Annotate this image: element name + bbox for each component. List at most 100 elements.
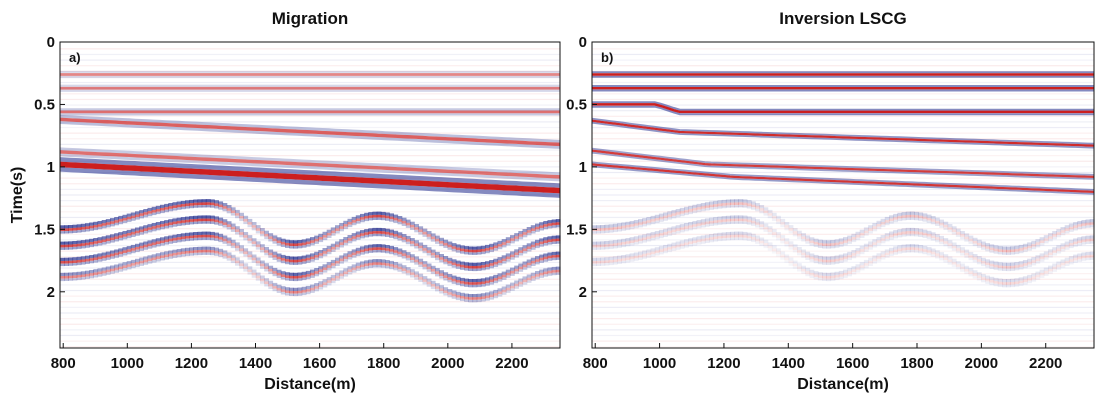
event-trough	[843, 253, 848, 257]
noise-stripe	[592, 104, 1094, 106]
event-trough	[522, 276, 528, 280]
event-peak	[985, 246, 990, 249]
event-peak	[650, 219, 656, 222]
event-trough	[239, 266, 244, 269]
event-trough	[451, 290, 457, 294]
event-trough	[180, 223, 186, 226]
event-peak	[405, 270, 411, 273]
event-trough	[809, 237, 815, 241]
event-trough	[780, 224, 786, 228]
event-trough	[918, 234, 924, 237]
event-trough	[926, 230, 932, 234]
event-peak	[730, 235, 735, 238]
event-trough	[771, 245, 777, 249]
event-trough	[476, 262, 482, 266]
event-trough	[621, 238, 627, 242]
event-trough	[176, 223, 182, 226]
event-trough	[385, 218, 390, 221]
event-trough	[826, 246, 832, 249]
event-trough	[139, 263, 144, 266]
event-trough	[696, 236, 702, 240]
noise-stripe	[60, 199, 560, 202]
event-peak	[543, 271, 549, 275]
event-trough	[160, 204, 165, 208]
event-trough	[385, 245, 390, 249]
event-trough	[293, 246, 299, 249]
event-trough	[326, 229, 332, 233]
event-trough	[405, 267, 411, 271]
event-trough	[401, 256, 407, 259]
event-trough	[822, 256, 827, 260]
event-trough	[180, 206, 186, 210]
event-trough	[268, 271, 274, 274]
event-trough	[688, 222, 693, 226]
event-trough	[851, 250, 857, 254]
event-trough	[638, 241, 643, 244]
event-trough	[612, 256, 618, 260]
event-trough	[322, 279, 328, 283]
event-peak	[667, 230, 673, 234]
event-trough	[981, 274, 986, 278]
event-trough	[143, 214, 149, 218]
event-trough	[981, 263, 986, 267]
event-peak	[650, 235, 656, 238]
event-trough	[343, 268, 349, 272]
event-trough	[905, 211, 911, 215]
event-trough	[435, 268, 440, 272]
event-trough	[1081, 226, 1087, 229]
event-trough	[397, 254, 403, 257]
event-peak	[97, 224, 103, 227]
event-peak	[435, 238, 440, 242]
event-peak	[539, 272, 544, 276]
event-trough	[272, 288, 278, 292]
event-trough	[147, 230, 153, 233]
event-trough	[80, 262, 86, 265]
event-peak	[285, 275, 290, 278]
event-peak	[414, 227, 419, 230]
event-trough	[439, 259, 444, 263]
event-trough	[797, 269, 802, 272]
event-trough	[147, 240, 153, 244]
event-peak	[476, 249, 482, 253]
event-trough	[347, 266, 353, 270]
event-trough	[663, 234, 668, 237]
event-trough	[418, 242, 424, 246]
event-peak	[522, 232, 528, 235]
event-trough	[110, 218, 115, 222]
event-trough	[260, 260, 265, 264]
event-trough	[276, 237, 282, 241]
event-trough	[93, 269, 99, 273]
event-trough	[629, 243, 635, 246]
event-peak	[922, 249, 928, 252]
event-peak	[960, 250, 965, 253]
event-peak	[85, 273, 90, 277]
event-trough	[397, 248, 403, 252]
event-trough	[255, 272, 261, 276]
event-trough	[530, 247, 536, 250]
event-trough	[489, 243, 494, 247]
event-trough	[93, 238, 99, 242]
event-trough	[514, 249, 519, 253]
event-peak	[834, 258, 840, 262]
event-peak	[455, 263, 461, 267]
event-peak	[592, 244, 597, 248]
event-trough	[468, 294, 474, 298]
event-peak	[893, 217, 898, 220]
event-peak	[505, 240, 511, 243]
event-peak	[955, 231, 961, 235]
event-trough	[1043, 251, 1049, 255]
event-trough	[642, 256, 647, 259]
event-trough	[947, 224, 953, 228]
event-trough	[880, 257, 886, 260]
event-trough	[368, 234, 374, 237]
event-trough	[633, 258, 639, 261]
noise-stripe	[592, 48, 1094, 50]
event-trough	[93, 243, 99, 247]
event-peak	[530, 228, 536, 231]
event-trough	[247, 251, 253, 255]
event-trough	[485, 292, 490, 296]
event-peak	[197, 250, 203, 253]
event-peak	[239, 216, 244, 219]
event-trough	[813, 277, 819, 280]
event-trough	[713, 223, 719, 226]
